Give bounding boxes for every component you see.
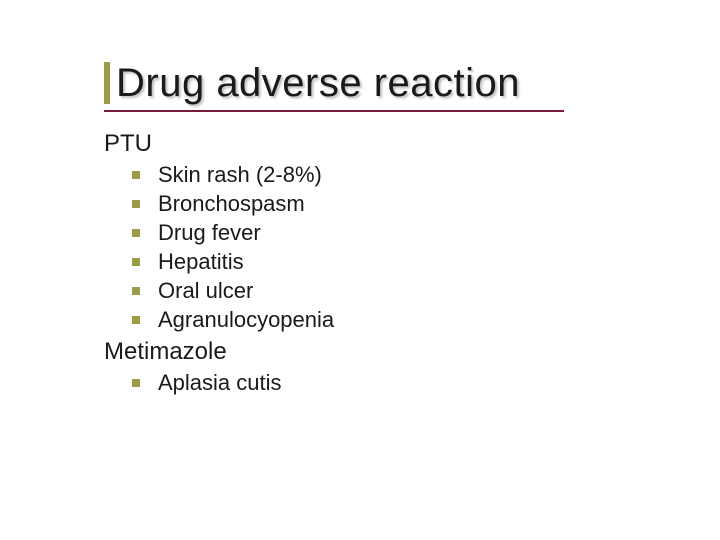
title-underline	[104, 110, 564, 112]
list-item: Aplasia cutis	[132, 368, 720, 397]
square-bullet-icon	[132, 379, 140, 387]
square-bullet-icon	[132, 171, 140, 179]
list-item-label: Drug fever	[158, 218, 261, 247]
list-item-label: Oral ulcer	[158, 276, 253, 305]
list-item: Hepatitis	[132, 247, 720, 276]
square-bullet-icon	[132, 316, 140, 324]
list-item: Oral ulcer	[132, 276, 720, 305]
square-bullet-icon	[132, 258, 140, 266]
square-bullet-icon	[132, 229, 140, 237]
list-item-label: Aplasia cutis	[158, 368, 282, 397]
square-bullet-icon	[132, 200, 140, 208]
slide: Drug adverse reaction PTU Skin rash (2-8…	[0, 0, 720, 540]
list-item: Skin rash (2-8%)	[132, 160, 720, 189]
slide-title: Drug adverse reaction	[114, 62, 520, 104]
list-item-label: Agranulocyopenia	[158, 305, 334, 334]
section-heading-metimazole: Metimazole	[104, 338, 720, 366]
slide-body: PTU Skin rash (2-8%) Bronchospasm Drug f…	[104, 130, 720, 397]
list-item: Bronchospasm	[132, 189, 720, 218]
list-item-label: Bronchospasm	[158, 189, 305, 218]
list-item-label: Hepatitis	[158, 247, 244, 276]
list-item-label: Skin rash (2-8%)	[158, 160, 322, 189]
section-heading-ptu: PTU	[104, 130, 720, 158]
list-item: Drug fever	[132, 218, 720, 247]
title-block: Drug adverse reaction	[104, 62, 720, 104]
bullet-list-ptu: Skin rash (2-8%) Bronchospasm Drug fever…	[132, 160, 720, 334]
bullet-list-metimazole: Aplasia cutis	[132, 368, 720, 397]
square-bullet-icon	[132, 287, 140, 295]
accent-bar	[104, 62, 110, 104]
list-item: Agranulocyopenia	[132, 305, 720, 334]
